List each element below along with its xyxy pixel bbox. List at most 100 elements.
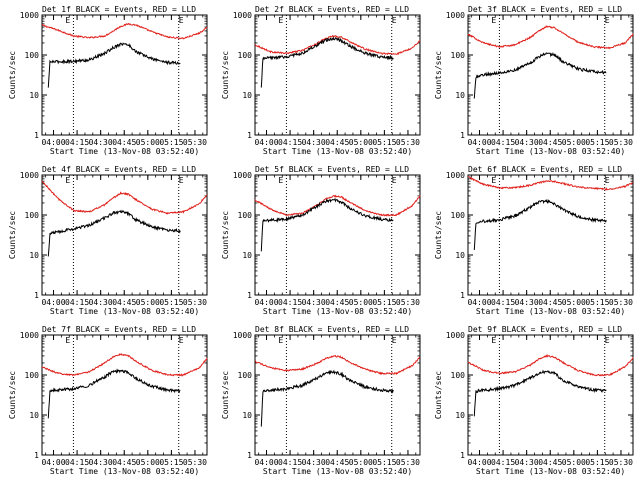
y-tick-label: 100: [451, 51, 466, 60]
series-events-line: [47, 209, 181, 257]
plot-frame: [467, 334, 634, 456]
event-marker-letter: E: [605, 336, 610, 345]
plot-frame: [467, 174, 634, 296]
y-axis-label: Counts/sec: [434, 211, 443, 259]
plot-frame: [254, 14, 421, 136]
x-tick-label: 05:30: [183, 458, 207, 467]
x-tick-label: 04:30: [515, 458, 539, 467]
x-axis-label: Start Time (13-Nov-08 03:52:40): [50, 147, 199, 156]
x-tick-label: 04:15: [65, 298, 89, 307]
x-tick-label: 04:30: [515, 298, 539, 307]
x-tick-label: 04:30: [302, 458, 326, 467]
x-tick-label: 04:00: [467, 298, 491, 307]
y-tick-label: 1: [460, 131, 465, 140]
x-tick-label: 04:15: [491, 458, 515, 467]
event-marker-letter: E: [179, 176, 184, 185]
panel-det-5: Det 5f BLACK = Events, RED = LLD 1 10 100 10…: [221, 165, 421, 316]
event-marker-letter: E: [179, 336, 184, 345]
panel-det-3: Det 3f BLACK = Events, RED = LLD 1 10 100 10…: [434, 5, 634, 156]
series-lld-line: [254, 34, 421, 56]
x-tick-label: 05:30: [183, 298, 207, 307]
x-tick-label: 04:00: [41, 458, 65, 467]
x-tick-label: 05:15: [159, 298, 183, 307]
x-tick-label: 04:45: [325, 298, 349, 307]
x-tick-label: 05:15: [585, 138, 609, 147]
y-tick-label: 100: [238, 211, 253, 220]
event-marker-letter: E: [278, 16, 283, 25]
y-tick-label: 1000: [20, 171, 39, 180]
series-events-line: [473, 198, 607, 251]
y-tick-label: 1000: [233, 11, 252, 20]
y-tick-label: 1000: [20, 331, 39, 340]
y-tick-label: 1000: [446, 11, 465, 20]
x-axis-label: Start Time (13-Nov-08 03:52:40): [263, 307, 412, 316]
y-tick-label: 100: [25, 211, 40, 220]
plot-frame: [467, 14, 634, 136]
event-marker-letter: E: [392, 16, 397, 25]
y-tick-label: 100: [238, 51, 253, 60]
x-axis-label: Start Time (13-Nov-08 03:52:40): [263, 467, 412, 476]
x-tick-label: 04:15: [278, 298, 302, 307]
x-tick-label: 05:00: [136, 138, 160, 147]
x-axis-label: Start Time (13-Nov-08 03:52:40): [50, 467, 199, 476]
event-marker-letter: E: [179, 16, 184, 25]
series-events-line: [473, 369, 607, 417]
panel-det-8: Det 8f BLACK = Events, RED = LLD 1 10 100 10…: [221, 325, 421, 476]
panel-title: Det 8f BLACK = Events, RED = LLD: [255, 325, 409, 334]
x-tick-label: 04:30: [302, 298, 326, 307]
x-tick-label: 05:30: [396, 298, 420, 307]
x-tick-label: 04:00: [254, 298, 278, 307]
panel-title: Det 6f BLACK = Events, RED = LLD: [468, 165, 622, 174]
x-tick-label: 04:45: [112, 138, 136, 147]
y-axis-label: Counts/sec: [221, 211, 230, 259]
y-tick-label: 100: [25, 51, 40, 60]
x-tick-label: 05:15: [585, 458, 609, 467]
panel-det-6: Det 6f BLACK = Events, RED = LLD 1 10 100 10…: [434, 165, 634, 316]
x-tick-label: 05:15: [159, 138, 183, 147]
x-tick-label: 04:30: [89, 138, 113, 147]
x-tick-label: 04:45: [538, 138, 562, 147]
x-tick-label: 05:30: [396, 458, 420, 467]
y-tick-label: 1: [34, 131, 39, 140]
x-tick-label: 04:00: [254, 138, 278, 147]
y-tick-label: 1: [460, 291, 465, 300]
x-tick-label: 05:15: [585, 298, 609, 307]
panel-title: Det 9f BLACK = Events, RED = LLD: [468, 325, 622, 334]
x-axis-label: Start Time (13-Nov-08 03:52:40): [476, 147, 625, 156]
y-axis-label: Counts/sec: [221, 51, 230, 99]
panel-title: Det 2f BLACK = Events, RED = LLD: [255, 5, 409, 14]
y-tick-label: 1: [34, 291, 39, 300]
plot-frame: [41, 334, 208, 456]
y-axis-label: Counts/sec: [434, 371, 443, 419]
x-tick-label: 04:45: [325, 458, 349, 467]
y-tick-label: 10: [455, 251, 465, 260]
y-tick-label: 1000: [233, 171, 252, 180]
y-tick-label: 10: [242, 91, 252, 100]
x-tick-label: 05:30: [609, 458, 633, 467]
series-lld-line: [41, 22, 208, 40]
series-events-line: [260, 197, 394, 252]
x-tick-label: 04:00: [254, 458, 278, 467]
series-lld-line: [467, 354, 634, 377]
event-marker-letter: E: [278, 336, 283, 345]
plot-frame: [254, 174, 421, 296]
series-lld-line: [467, 176, 634, 191]
x-tick-label: 05:30: [609, 138, 633, 147]
x-tick-label: 05:15: [372, 458, 396, 467]
series-lld-line: [254, 194, 421, 217]
y-tick-label: 1000: [20, 11, 39, 20]
y-tick-label: 10: [455, 411, 465, 420]
event-marker-letter: E: [491, 336, 496, 345]
panel-det-7: Det 7f BLACK = Events, RED = LLD 1 10 100 10…: [8, 325, 208, 476]
x-axis-label: Start Time (13-Nov-08 03:52:40): [476, 467, 625, 476]
event-marker-letter: E: [65, 16, 70, 25]
x-tick-label: 05:00: [349, 138, 373, 147]
panel-det-2: Det 2f BLACK = Events, RED = LLD 1 10 100 10…: [221, 5, 421, 156]
x-tick-label: 05:00: [349, 298, 373, 307]
plot-frame: [41, 14, 208, 136]
x-tick-label: 05:30: [396, 138, 420, 147]
x-tick-label: 04:45: [325, 138, 349, 147]
x-tick-label: 05:00: [562, 138, 586, 147]
x-tick-label: 04:30: [89, 298, 113, 307]
